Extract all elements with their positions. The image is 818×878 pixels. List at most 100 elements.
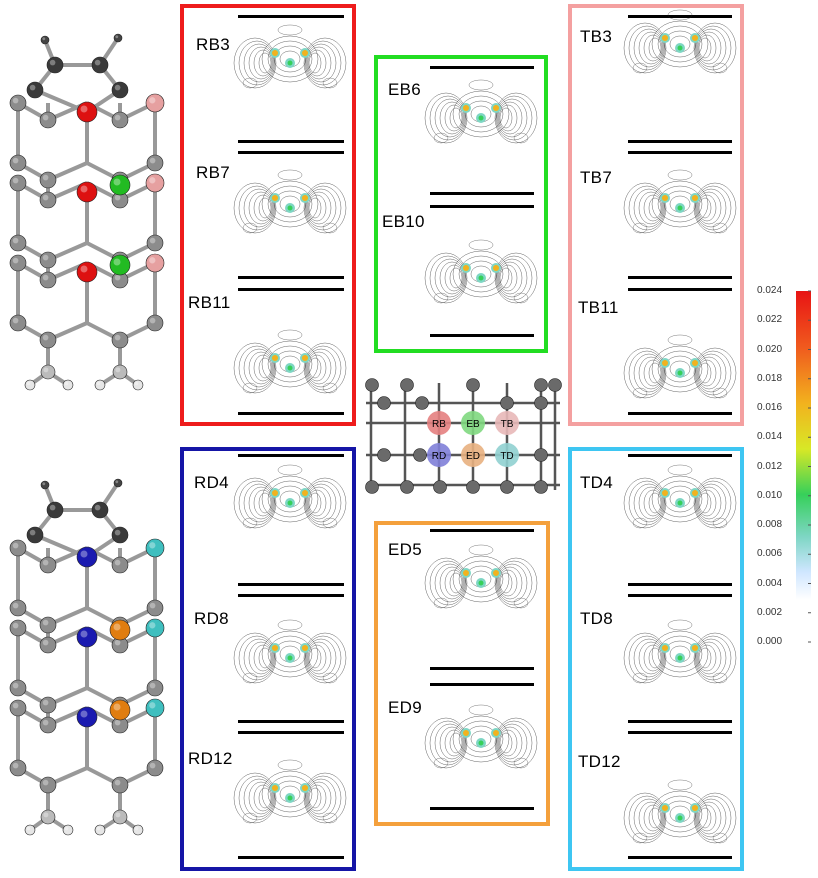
divider-line	[430, 334, 534, 337]
atom	[9, 254, 27, 272]
divider-line	[238, 412, 344, 415]
bond	[17, 626, 49, 647]
bond	[85, 533, 122, 559]
atom	[91, 56, 109, 74]
atom-highlight	[114, 84, 121, 91]
atom-highlight	[64, 826, 69, 831]
atom	[400, 378, 414, 392]
divider-line	[238, 140, 344, 143]
bond	[86, 321, 121, 342]
atom	[39, 696, 57, 714]
atom-highlight	[12, 177, 19, 184]
bond	[86, 766, 121, 787]
atom	[415, 396, 429, 410]
divider-line	[238, 720, 344, 723]
bond	[119, 606, 156, 627]
atom	[111, 81, 129, 99]
atom	[146, 679, 164, 697]
atom-highlight	[114, 174, 121, 181]
atom	[112, 809, 128, 825]
atom	[111, 776, 129, 794]
atom	[39, 716, 57, 734]
atom	[111, 191, 129, 209]
atom-highlight	[42, 254, 49, 261]
bond	[118, 815, 140, 832]
atom-highlight	[80, 550, 88, 558]
atom	[40, 809, 56, 825]
atom-highlight	[12, 762, 19, 769]
divider-line	[430, 667, 534, 670]
bond	[98, 370, 122, 387]
atom	[146, 699, 164, 717]
divider-line	[628, 856, 732, 859]
divider-line	[628, 731, 732, 734]
bond	[17, 241, 49, 262]
atom	[76, 546, 98, 568]
bond	[119, 101, 156, 122]
label-tb7: TB7	[580, 168, 613, 187]
atom-highlight	[12, 237, 19, 244]
bond	[119, 626, 156, 647]
atom-highlight	[149, 622, 156, 629]
atom-highlight	[43, 367, 49, 373]
bond	[47, 606, 88, 627]
atom	[548, 378, 562, 392]
atom	[111, 111, 129, 129]
atom-highlight	[114, 274, 121, 281]
bond	[86, 706, 121, 727]
bond	[86, 606, 121, 627]
divider-line	[628, 454, 732, 457]
atom	[40, 364, 56, 380]
bond	[86, 101, 121, 122]
site-td-marker	[495, 443, 519, 467]
atom-highlight	[114, 619, 121, 626]
atom	[146, 94, 164, 112]
atom-highlight	[114, 639, 121, 646]
bond	[47, 706, 88, 727]
atom-highlight	[42, 194, 49, 201]
atom	[534, 480, 548, 494]
atom	[24, 824, 36, 836]
atom-highlight	[80, 105, 88, 113]
bond	[17, 546, 49, 567]
atom-highlight	[114, 779, 121, 786]
atom	[24, 379, 36, 391]
atom	[112, 364, 128, 380]
panel-ed	[374, 521, 550, 826]
atom	[132, 379, 144, 391]
atom	[111, 556, 129, 574]
atom	[9, 599, 27, 617]
atom	[9, 679, 27, 697]
atom	[76, 101, 98, 123]
atom	[94, 379, 106, 391]
bond	[86, 161, 121, 182]
label-rd8: RD8	[194, 609, 229, 628]
atom	[39, 331, 57, 349]
atom	[146, 759, 164, 777]
atom	[109, 254, 131, 276]
divider-line	[238, 731, 344, 734]
atom	[9, 174, 27, 192]
divider-line	[628, 412, 732, 415]
atom	[46, 501, 64, 519]
atom	[109, 619, 131, 641]
atom-highlight	[26, 826, 31, 831]
atom-highlight	[42, 482, 46, 486]
atom-highlight	[42, 174, 49, 181]
atom-highlight	[12, 542, 19, 549]
atom-highlight	[149, 702, 156, 709]
bond	[47, 686, 88, 707]
bond	[17, 321, 49, 342]
atom-highlight	[114, 254, 121, 261]
bond	[118, 370, 140, 387]
atom-highlight	[12, 702, 19, 709]
bond	[98, 36, 120, 67]
label-rd12: RD12	[188, 749, 233, 768]
atom	[39, 191, 57, 209]
atom-highlight	[94, 59, 101, 66]
divider-line	[628, 15, 732, 18]
bond	[17, 706, 49, 727]
divider-line	[238, 856, 344, 859]
bond	[33, 63, 57, 92]
bond	[98, 815, 122, 832]
